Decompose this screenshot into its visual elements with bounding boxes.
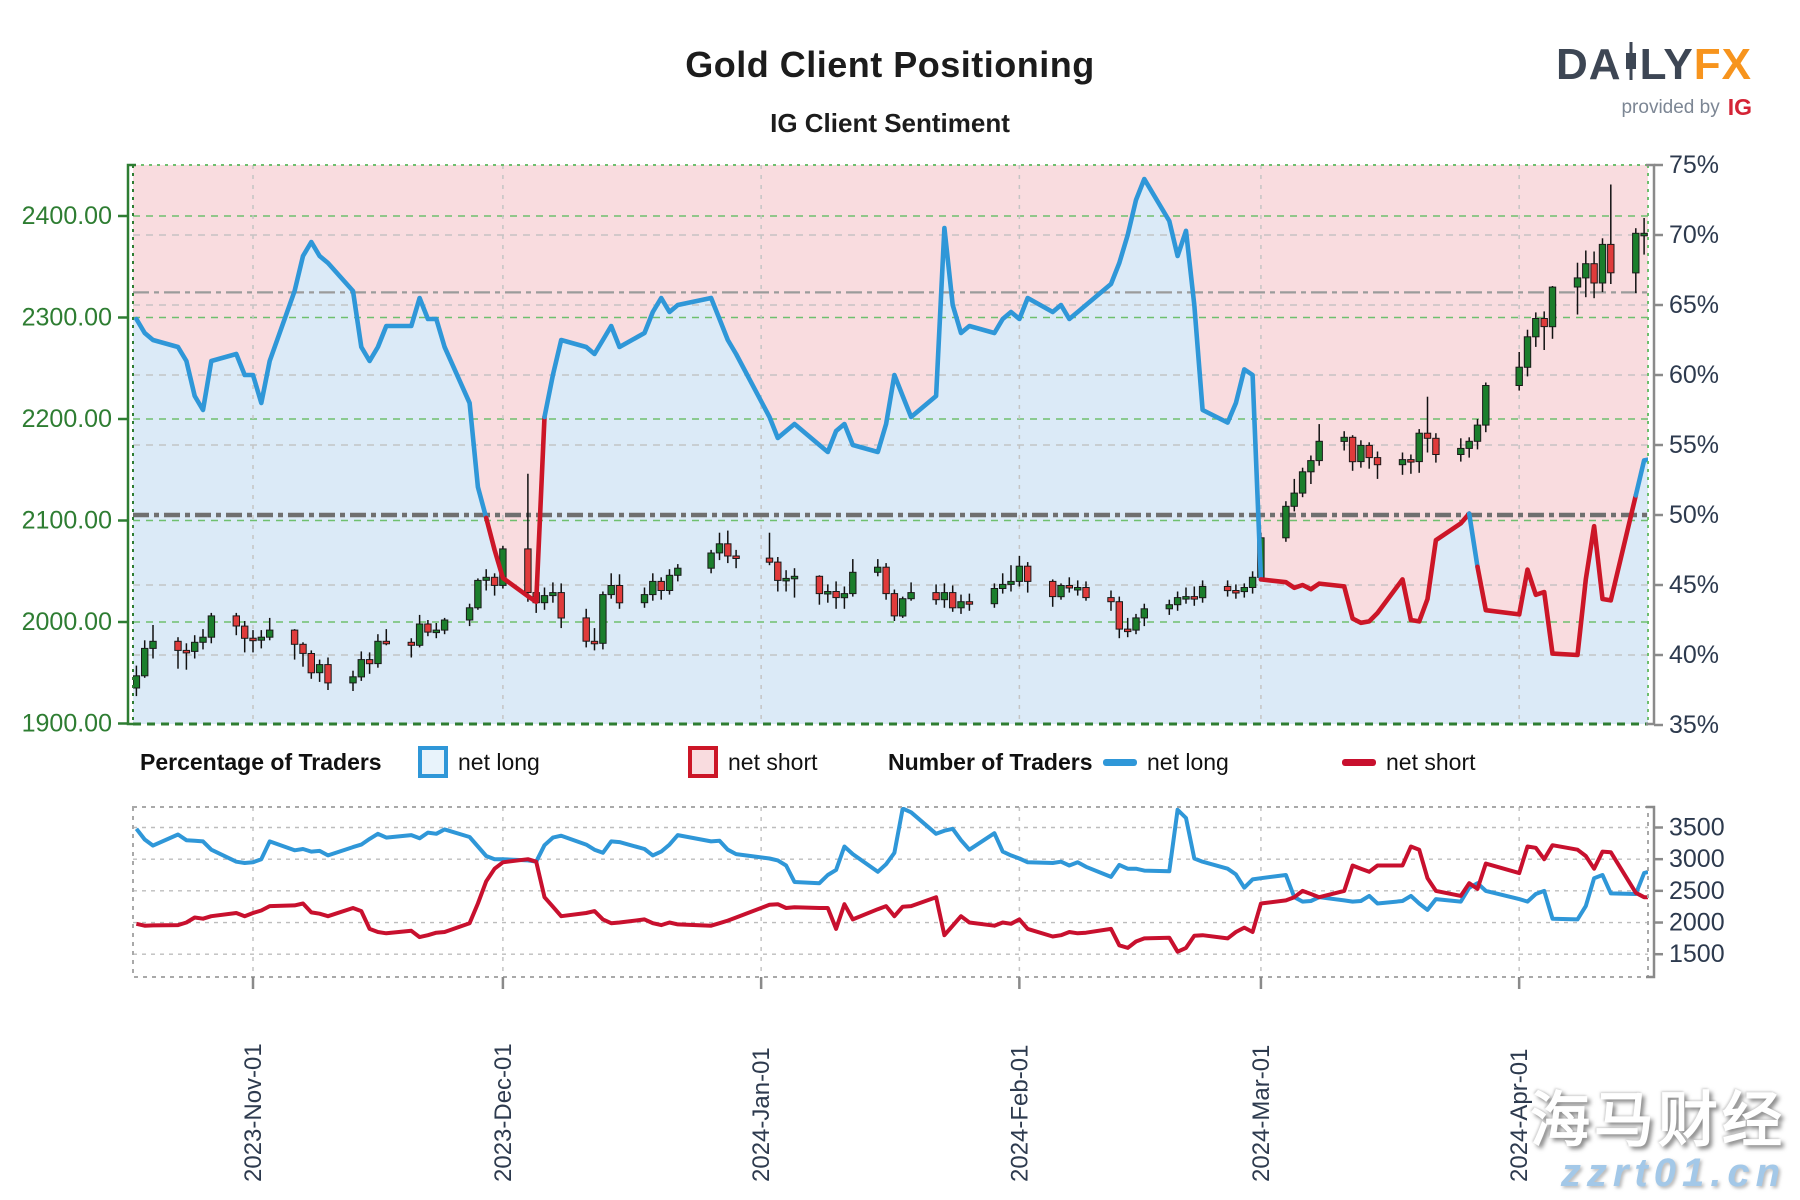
watermark-url: zzrt01.cn bbox=[1560, 1151, 1786, 1195]
svg-text:2000: 2000 bbox=[1669, 909, 1725, 937]
main-gridlines bbox=[133, 165, 1648, 724]
traders-gridlines bbox=[133, 807, 1648, 977]
svg-text:70%: 70% bbox=[1669, 221, 1719, 249]
legend-pct-net-short: net short bbox=[688, 742, 818, 782]
watermark: 海马财经 zzrt01.cn bbox=[1530, 1089, 1786, 1194]
svg-text:2024-Mar-01: 2024-Mar-01 bbox=[1248, 1045, 1275, 1182]
svg-text:3500: 3500 bbox=[1669, 814, 1725, 842]
traders-count-axis: 3500 3000 2500 2000 1500 bbox=[1646, 805, 1725, 979]
net-long-pct-line bbox=[134, 176, 1648, 658]
svg-text:2400.00: 2400.00 bbox=[22, 202, 112, 230]
logo-provided-by: provided by bbox=[1621, 97, 1720, 118]
svg-text:60%: 60% bbox=[1669, 361, 1719, 389]
svg-text:2300.00: 2300.00 bbox=[22, 304, 112, 332]
page-title: Gold Client Positioning bbox=[685, 44, 1095, 85]
svg-text:35%: 35% bbox=[1669, 711, 1719, 739]
net-long-count-dash-icon bbox=[1103, 758, 1137, 766]
page-subtitle: IG Client Sentiment bbox=[770, 108, 1010, 138]
legend-pct-title: Percentage of Traders bbox=[140, 748, 382, 775]
legend-num-title: Number of Traders bbox=[888, 748, 1093, 775]
net-short-pct-swatch-icon bbox=[688, 746, 718, 778]
candlestick-i-icon bbox=[1624, 40, 1638, 90]
svg-text:2500: 2500 bbox=[1669, 877, 1725, 905]
svg-text:2023-Nov-01: 2023-Nov-01 bbox=[240, 1043, 267, 1182]
svg-text:75%: 75% bbox=[1669, 151, 1719, 179]
svg-text:2100.00: 2100.00 bbox=[22, 507, 112, 535]
svg-text:2023-Dec-01: 2023-Dec-01 bbox=[490, 1043, 517, 1182]
svg-text:2200.00: 2200.00 bbox=[22, 405, 112, 433]
date-axis: 2023-Nov-01 2023-Dec-01 2024-Jan-01 2024-Fe… bbox=[240, 977, 1533, 1182]
svg-text:3000: 3000 bbox=[1669, 845, 1725, 873]
traders-plot-border bbox=[132, 806, 1649, 978]
price-axis: 2400.00 2300.00 2200.00 2100.00 2000.00 1900.… bbox=[22, 163, 136, 738]
logo-text-ly: LY bbox=[1639, 40, 1694, 89]
dailyfx-logo: DA LY FX provided by IG bbox=[1556, 40, 1752, 119]
svg-text:2024-Feb-01: 2024-Feb-01 bbox=[1006, 1045, 1033, 1182]
svg-text:1500: 1500 bbox=[1669, 940, 1725, 968]
svg-text:50%: 50% bbox=[1669, 501, 1719, 529]
legend-pct-net-long: net long bbox=[418, 742, 540, 782]
net-short-count-dash-icon bbox=[1342, 758, 1376, 766]
svg-text:55%: 55% bbox=[1669, 431, 1719, 459]
svg-text:65%: 65% bbox=[1669, 291, 1719, 319]
svg-text:2000.00: 2000.00 bbox=[22, 608, 112, 636]
price-candles bbox=[133, 184, 1648, 697]
legend-num-net-short: net short bbox=[1342, 742, 1476, 782]
net-long-pct-swatch-icon bbox=[418, 746, 448, 778]
legend-bar: Percentage of Traders net long net short… bbox=[0, 742, 1800, 782]
logo-text-fx: FX bbox=[1693, 40, 1752, 89]
pct-axis: 75% 70% 65% 60% 55% 50% 45% 40% 35% bbox=[1646, 151, 1719, 739]
svg-text:2024-Apr-01: 2024-Apr-01 bbox=[1506, 1049, 1533, 1182]
dailyfx-wordmark: DA LY FX bbox=[1556, 40, 1752, 90]
watermark-chinese: 海马财经 bbox=[1530, 1087, 1786, 1154]
svg-text:1900.00: 1900.00 bbox=[22, 710, 112, 738]
svg-text:45%: 45% bbox=[1669, 571, 1719, 599]
main-plot-border bbox=[132, 164, 1649, 726]
ig-logo: IG bbox=[1727, 94, 1752, 120]
svg-text:2024-Jan-01: 2024-Jan-01 bbox=[748, 1047, 775, 1182]
svg-text:40%: 40% bbox=[1669, 641, 1719, 669]
traders-lines bbox=[134, 807, 1648, 954]
legend-num-net-long: net long bbox=[1103, 742, 1229, 782]
logo-text-da: DA bbox=[1556, 40, 1622, 89]
